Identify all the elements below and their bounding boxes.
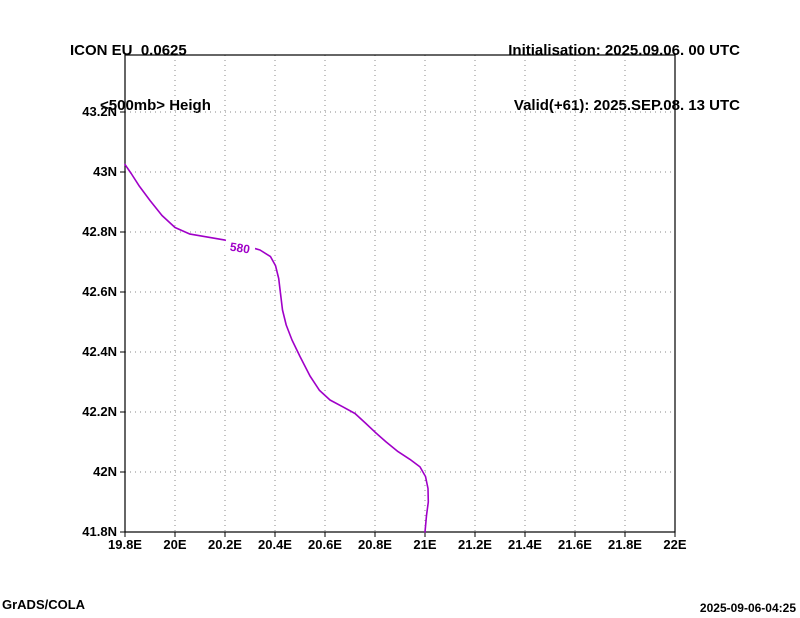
y-tick-label: 42.6N bbox=[82, 284, 117, 299]
contour-label: 580 bbox=[229, 240, 251, 257]
contour-map-chart: 19.8E 20E 20.2E 20.4E 20.6E 20.8E 21E 21.2E 21.4… bbox=[82, 54, 687, 552]
x-tick-label: 21.4E bbox=[508, 537, 542, 552]
creation-timestamp: 2025-09-06-04:25 bbox=[699, 601, 796, 615]
x-tick-label: 20E bbox=[163, 537, 186, 552]
x-tick-label: 20.2E bbox=[208, 537, 242, 552]
x-tick-label: 21E bbox=[413, 537, 436, 552]
x-tick-label: 20.4E bbox=[258, 537, 292, 552]
y-tick-label: 41.8N bbox=[82, 524, 117, 539]
valid-time: Valid(+61): 2025.SEP.08. 13 UTC bbox=[513, 97, 740, 114]
contour-label-mask bbox=[224, 237, 257, 257]
contour-line bbox=[124, 163, 430, 533]
level-title: <500mb> Heigh bbox=[100, 97, 211, 114]
y-tick-label: 42N bbox=[93, 464, 117, 479]
x-tick-label: 20.8E bbox=[358, 537, 392, 552]
y-tick-label: 42.4N bbox=[82, 344, 117, 359]
plot-border bbox=[124, 54, 676, 533]
y-tick-label: 42.8N bbox=[82, 224, 117, 239]
x-tick-label: 20.6E bbox=[308, 537, 342, 552]
x-tick-label: 21.8E bbox=[608, 537, 642, 552]
x-tick-label: 21.2E bbox=[458, 537, 492, 552]
grads-credit: GrADS/COLA bbox=[2, 597, 86, 612]
x-tick-label: 19.8E bbox=[108, 537, 142, 552]
x-tick-label: 21.6E bbox=[558, 537, 592, 552]
y-tick-label: 43N bbox=[93, 164, 117, 179]
y-tick-label: 43.2N bbox=[82, 104, 117, 119]
x-tick-label: 22E bbox=[663, 537, 686, 552]
y-tick-label: 42.2N bbox=[82, 404, 117, 419]
